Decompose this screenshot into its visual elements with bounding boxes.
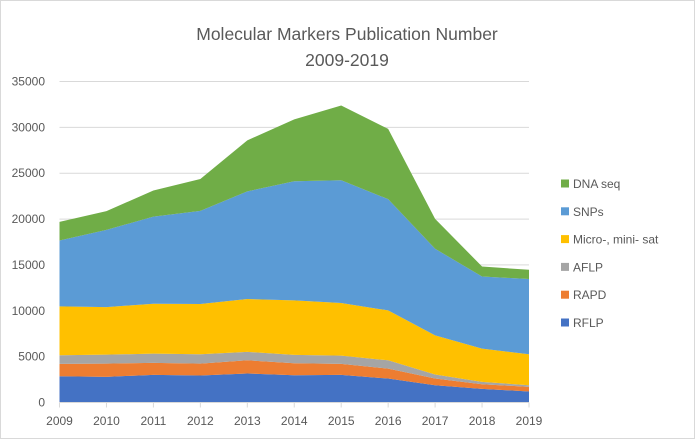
x-tick-label: 2012: [187, 414, 214, 428]
x-tick-label: 2013: [234, 414, 261, 428]
legend-item: Micro-, mini- sat: [561, 233, 659, 247]
legend: DNA seq SNPs Micro-, mini- sat AFLP RAPD RFLP: [561, 177, 659, 330]
y-axis: 0 5000 10000 15000 20000 25000 30000 35000: [12, 75, 46, 410]
area-series: [59, 105, 529, 403]
x-tick-label: 2018: [469, 414, 496, 428]
x-axis: 2009 2010 2011 2012 2013 2014 2015 2016 2017 2018…: [46, 402, 543, 428]
y-tick-label: 25000: [12, 166, 46, 180]
legend-label: DNA seq: [573, 177, 620, 191]
y-tick-label: 10000: [12, 304, 46, 318]
y-tick-label: 35000: [12, 75, 46, 89]
y-tick-label: 30000: [12, 120, 46, 134]
legend-item: AFLP: [561, 260, 603, 274]
chart-subtitle: 2009-2019: [305, 50, 389, 70]
y-tick-label: 5000: [18, 350, 45, 364]
area-rflp: [59, 373, 529, 403]
legend-swatch: [561, 207, 569, 216]
x-tick-label: 2016: [375, 414, 402, 428]
chart-title: Molecular Markers Publication Number: [196, 24, 498, 44]
legend-swatch: [561, 235, 569, 244]
legend-label: Micro-, mini- sat: [573, 233, 659, 247]
legend-item: RFLP: [561, 316, 604, 330]
legend-swatch: [561, 179, 569, 188]
y-tick-label: 0: [38, 396, 45, 410]
area-aflp: [59, 351, 529, 387]
x-tick-label: 2014: [281, 414, 308, 428]
legend-item: DNA seq: [561, 177, 620, 191]
legend-label: SNPs: [573, 205, 604, 219]
y-tick-label: 20000: [12, 212, 46, 226]
legend-swatch: [561, 318, 569, 327]
x-tick-label: 2010: [93, 414, 120, 428]
legend-item: RAPD: [561, 288, 607, 302]
legend-label: AFLP: [573, 260, 603, 274]
legend-swatch: [561, 290, 569, 299]
legend-swatch: [561, 262, 569, 271]
area-snps: [59, 180, 529, 355]
x-tick-label: 2015: [328, 414, 355, 428]
area-rapd: [59, 360, 529, 392]
legend-item: SNPs: [561, 205, 604, 219]
area-dna-seq: [59, 105, 529, 280]
legend-label: RAPD: [573, 288, 607, 302]
x-tick-label: 2019: [516, 414, 543, 428]
y-tick-label: 15000: [12, 258, 46, 272]
x-tick-label: 2011: [140, 414, 166, 428]
area-micro-mini-sat: [59, 299, 529, 386]
x-tick-label: 2017: [422, 414, 449, 428]
x-tick-label: 2009: [46, 414, 73, 428]
legend-label: RFLP: [573, 316, 604, 330]
